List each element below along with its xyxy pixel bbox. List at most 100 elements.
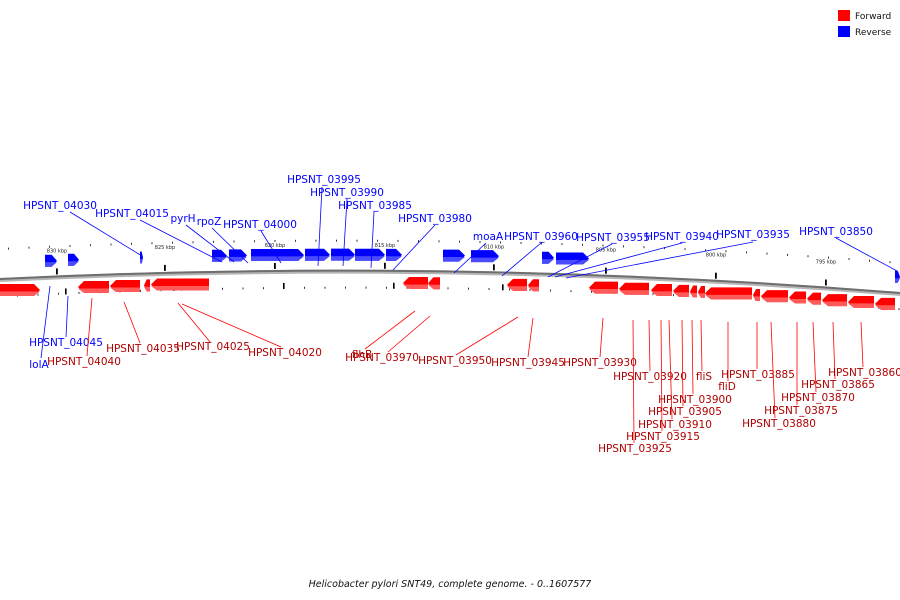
- gene-label-reverse: HPSNT_03990: [310, 187, 384, 199]
- callout-line-forward: [599, 317, 604, 358]
- callout-line-forward: [632, 319, 635, 444]
- gene-label-forward: HPSNT_03880: [742, 418, 816, 430]
- gene-label-forward: HPSNT_03945: [491, 357, 565, 369]
- minor-tick: [28, 246, 30, 249]
- gene-label-reverse: HPSNT_04045: [29, 337, 103, 349]
- minor-tick: [591, 290, 592, 293]
- minor-tick: [295, 239, 296, 242]
- callout-line-reverse: [69, 211, 143, 257]
- gene-label-reverse: HPSNT_03980: [398, 213, 472, 225]
- gene-arrow-shade: [789, 298, 806, 304]
- tick-label: 820 kbp: [265, 243, 285, 249]
- gene-label-reverse: HPSNT_03940: [645, 231, 719, 243]
- minor-tick: [582, 243, 583, 246]
- major-tick: [393, 282, 395, 289]
- callout-line-reverse: [40, 285, 51, 359]
- minor-tick: [386, 286, 387, 289]
- gene-arrow-shade: [619, 290, 649, 295]
- callout-line-forward: [860, 321, 864, 368]
- minor-tick: [172, 241, 173, 244]
- gene-label-forward: fliS: [696, 371, 713, 383]
- gene-arrow-shade: [428, 284, 440, 290]
- minor-tick: [447, 287, 449, 290]
- gene-label-forward: HPSNT_03920: [613, 371, 687, 383]
- minor-tick: [787, 253, 788, 256]
- gene-arrow-shade: [151, 285, 209, 291]
- callout-line-forward: [123, 301, 141, 344]
- callout-line-reverse: [139, 219, 223, 263]
- minor-tick: [869, 259, 870, 262]
- minor-tick: [643, 246, 645, 249]
- callout-line-forward: [832, 321, 836, 380]
- minor-tick: [213, 240, 214, 243]
- callout-line-forward: [668, 319, 673, 420]
- callout-line-reverse: [554, 242, 683, 278]
- minor-tick: [406, 286, 408, 289]
- minor-tick: [78, 291, 80, 294]
- minor-tick: [725, 250, 727, 253]
- gene-arrow-shade: [507, 286, 527, 291]
- gene-arrow-shade: [471, 257, 499, 263]
- backbone-line: [0, 269, 900, 294]
- callout-line-reverse: [65, 295, 69, 338]
- minor-tick: [807, 255, 809, 258]
- gene-arrow-shade: [542, 259, 554, 264]
- minor-tick: [263, 287, 264, 290]
- callout-line-reverse: [453, 242, 487, 274]
- minor-tick: [356, 239, 358, 242]
- minor-tick: [623, 245, 624, 248]
- backbone-shadow: [0, 269, 900, 296]
- minor-tick: [324, 286, 326, 289]
- minor-tick: [520, 241, 522, 244]
- minor-tick: [664, 247, 665, 250]
- tick-label: 800 kbp: [706, 253, 726, 259]
- gene-label-forward: HPSNT_04035: [106, 343, 180, 355]
- gene-arrow-shade: [807, 300, 821, 305]
- gene-arrow-shade: [556, 259, 589, 265]
- major-tick: [384, 262, 386, 269]
- gene-arrow-shade: [651, 291, 672, 296]
- callout-line-forward: [700, 319, 703, 372]
- minor-tick: [828, 256, 829, 259]
- callout-line-reverse: [260, 230, 282, 264]
- gene-arrow-shade: [305, 256, 330, 261]
- minor-tick: [90, 244, 91, 247]
- gene-label-forward: HPSNT_04040: [47, 356, 121, 368]
- minor-tick: [49, 245, 50, 248]
- gene-arrow-shade: [0, 291, 40, 297]
- gene-arrow-shade: [144, 286, 150, 292]
- gene-arrow-shade: [895, 278, 900, 283]
- minor-tick: [233, 240, 235, 243]
- gene-label-reverse: HPSNT_03995: [287, 174, 361, 186]
- minor-tick: [69, 244, 71, 247]
- callout-line-forward: [527, 317, 534, 358]
- major-tick: [493, 264, 495, 271]
- gene-label-forward: HPSNT_03950: [418, 355, 492, 367]
- minor-tick: [418, 240, 419, 243]
- tick-label: 795 kbp: [816, 259, 836, 265]
- tick-label: 815 kbp: [375, 243, 395, 249]
- major-tick: [502, 284, 504, 291]
- callout-line-reverse: [501, 242, 542, 277]
- backbone: [0, 269, 900, 296]
- minor-tick: [550, 289, 551, 292]
- minor-tick: [602, 244, 604, 247]
- minor-tick: [541, 242, 542, 245]
- minor-tick: [438, 240, 440, 243]
- minor-tick: [570, 290, 572, 293]
- gene-label-reverse: HPSNT_04000: [223, 219, 297, 231]
- gene-arrow-shade: [78, 288, 109, 294]
- major-tick: [715, 272, 717, 279]
- callout-line-forward: [648, 319, 651, 372]
- callout-line-reverse: [370, 211, 375, 269]
- minor-tick: [377, 239, 378, 242]
- major-tick: [65, 288, 67, 295]
- minor-tick: [365, 286, 367, 289]
- gene-label-forward: HPSNT_03910: [638, 419, 712, 431]
- callout-line-forward: [660, 319, 663, 432]
- gene-arrow-shade: [110, 287, 140, 293]
- gene-arrow-shade: [68, 261, 79, 266]
- callout-line-forward: [770, 321, 776, 419]
- gene-arrow-shade: [753, 296, 760, 301]
